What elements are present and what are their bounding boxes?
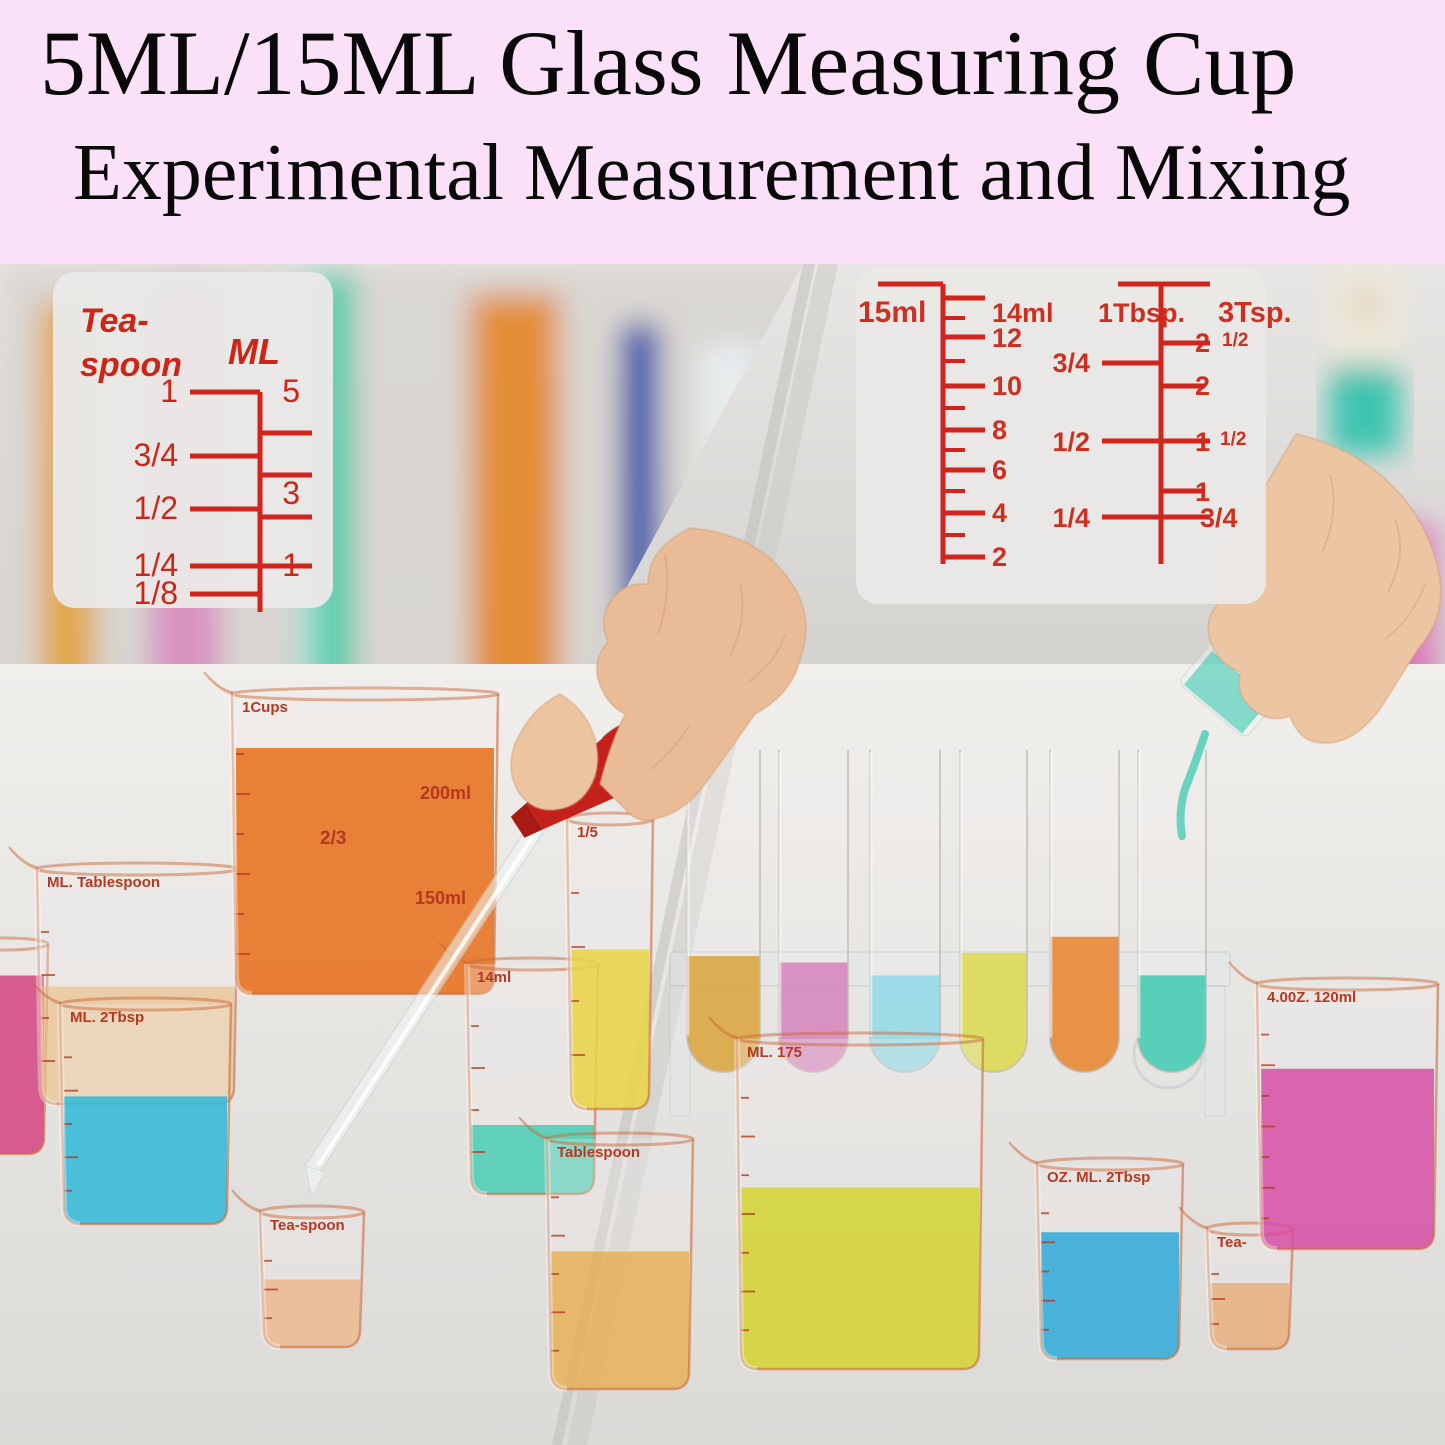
svg-text:1/2: 1/2	[134, 490, 178, 526]
svg-text:2/3: 2/3	[320, 828, 346, 849]
svg-text:3Tsp.: 3Tsp.	[1218, 297, 1292, 329]
svg-text:10: 10	[992, 371, 1022, 401]
svg-text:Tea-: Tea-	[80, 302, 149, 340]
svg-text:2: 2	[992, 542, 1007, 572]
svg-text:Tea-spoon: Tea-spoon	[270, 1217, 345, 1234]
svg-text:1/4: 1/4	[1052, 503, 1090, 533]
svg-text:1/8: 1/8	[134, 575, 178, 611]
svg-text:1Cups: 1Cups	[242, 699, 288, 716]
svg-text:1: 1	[160, 373, 178, 409]
svg-text:12: 12	[992, 323, 1022, 353]
svg-text:Tea-: Tea-	[1217, 1234, 1247, 1251]
svg-text:1/2: 1/2	[1220, 429, 1246, 450]
svg-text:3: 3	[282, 475, 300, 511]
svg-text:ML. 2Tbsp: ML. 2Tbsp	[70, 1009, 144, 1026]
svg-text:OZ. ML. 2Tbsp: OZ. ML. 2Tbsp	[1047, 1169, 1150, 1186]
svg-text:14ml: 14ml	[477, 969, 511, 986]
svg-text:Tablespoon: Tablespoon	[557, 1144, 640, 1161]
svg-text:ML: ML	[228, 331, 280, 372]
svg-text:1/2: 1/2	[1052, 427, 1090, 457]
svg-text:1/5: 1/5	[577, 824, 598, 841]
svg-text:3/4: 3/4	[134, 437, 178, 473]
svg-text:4: 4	[992, 498, 1007, 528]
svg-text:ML. Tablespoon: ML. Tablespoon	[47, 874, 160, 891]
svg-text:ML. 175: ML. 175	[747, 1044, 802, 1061]
svg-text:3/4: 3/4	[1052, 348, 1090, 378]
svg-text:1/2: 1/2	[1222, 330, 1248, 351]
svg-text:1Tbsp.: 1Tbsp.	[1098, 298, 1185, 328]
svg-text:5: 5	[282, 373, 300, 409]
svg-text:4.00Z. 120ml: 4.00Z. 120ml	[1267, 989, 1356, 1006]
svg-text:150ml: 150ml	[415, 888, 466, 908]
svg-text:200ml: 200ml	[420, 783, 471, 803]
svg-text:15ml: 15ml	[858, 296, 926, 329]
svg-text:6: 6	[992, 455, 1007, 485]
svg-text:8: 8	[992, 415, 1007, 445]
